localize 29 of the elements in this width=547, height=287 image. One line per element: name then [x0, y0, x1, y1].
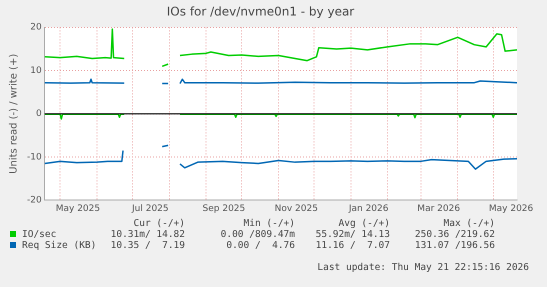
y-tick-label: -10 — [26, 152, 42, 162]
x-tick-label: Jan 2026 — [348, 204, 389, 214]
legend-label: Req Size (KB) — [21, 240, 98, 251]
y-tick-label: 10 — [30, 66, 42, 76]
text: 10.31m/ 14.82 — [110, 229, 185, 240]
x-tick-label: Jul 2025 — [131, 204, 169, 214]
text: Last update: Thu May 21 22:15:16 2026 — [317, 262, 529, 273]
text: Cur (-/+) — [132, 218, 185, 229]
y-axis-title: Units read (-) / write (+) — [8, 54, 20, 174]
text: 55.92m/ 14.13 — [314, 229, 390, 240]
text: 250.36 /219.62 — [414, 229, 495, 240]
text: 0.00 / 4.76 — [225, 240, 295, 251]
x-tick-label: Sep 2025 — [202, 204, 246, 214]
text: Avg (-/+) — [338, 218, 390, 229]
x-tick-label: Nov 2025 — [274, 204, 318, 214]
text: Max (-/+) — [442, 218, 495, 229]
text: Min (-/+) — [242, 218, 295, 229]
x-tick-label: May 2025 — [56, 204, 100, 214]
text: 10.35 / 7.19 — [110, 240, 185, 251]
text: 11.16 / 7.07 — [314, 240, 390, 251]
text: 131.07 /196.56 — [414, 240, 495, 251]
y-tick-label: 20 — [30, 22, 42, 33]
y-tick-label: 0 — [36, 109, 42, 120]
x-tick-label: May 2026 — [488, 204, 534, 214]
text: 0.00 /809.47m — [220, 229, 295, 240]
chart-title: IOs for /dev/nvme0n1 - by year — [166, 4, 354, 18]
y-tick-label: -20 — [26, 196, 42, 206]
legend-label: IO/sec — [21, 229, 58, 240]
x-tick-label: Mar 2026 — [417, 204, 460, 214]
